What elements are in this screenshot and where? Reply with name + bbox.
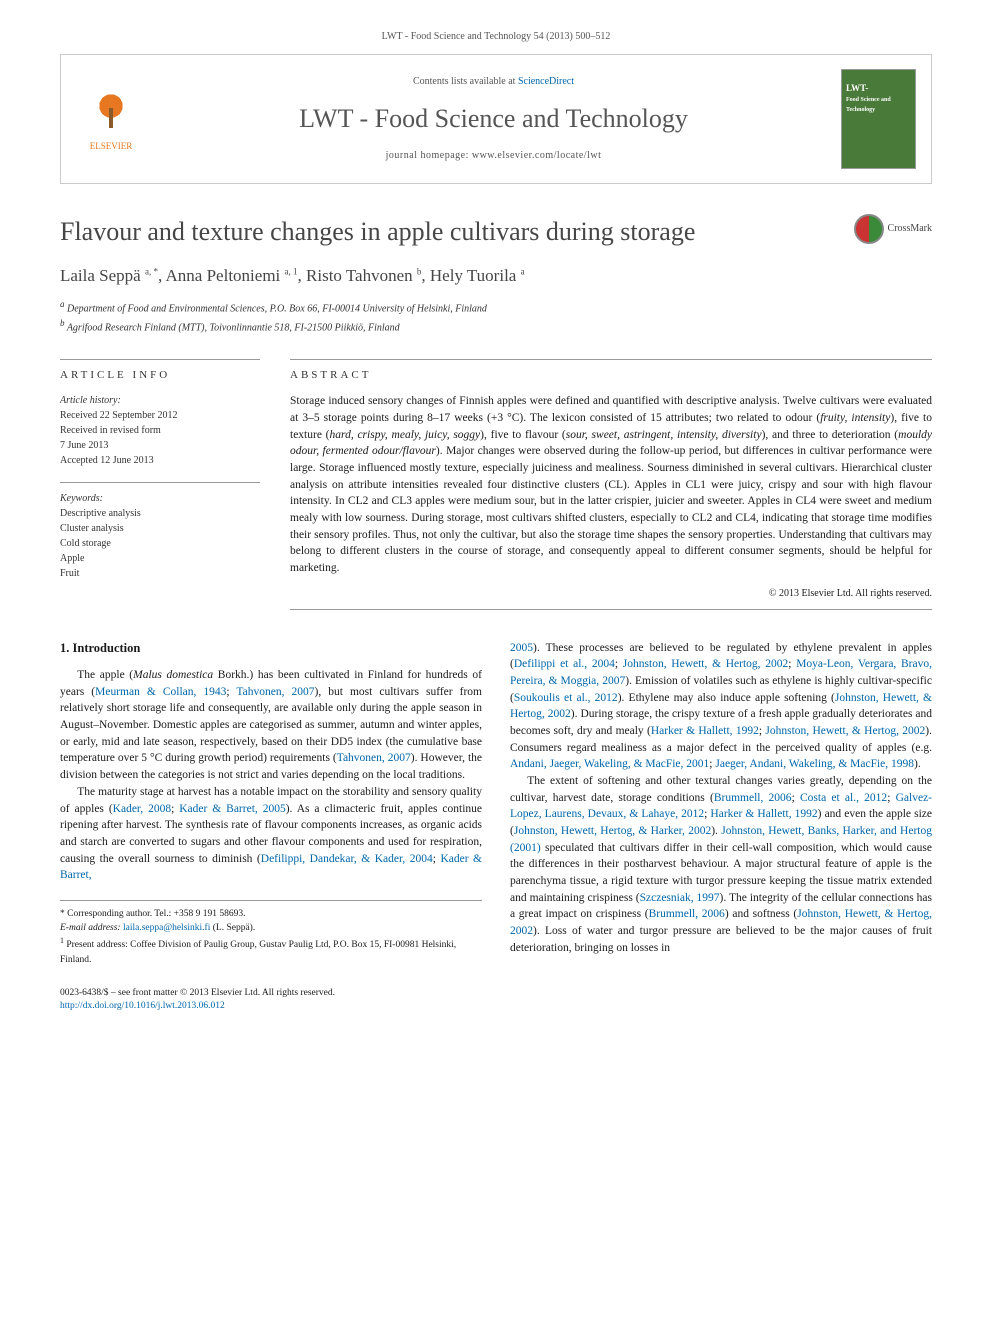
journal-name: LWT - Food Science and Technology <box>146 101 841 137</box>
publisher-name: ELSEVIER <box>76 140 146 153</box>
keyword: Cluster analysis <box>60 521 260 536</box>
history-line: Accepted 12 June 2013 <box>60 453 260 468</box>
keywords-block: Keywords: Descriptive analysis Cluster a… <box>60 491 260 581</box>
footer-left: 0023-6438/$ – see front matter © 2013 El… <box>60 987 335 1014</box>
contents-prefix: Contents lists available at <box>413 76 518 87</box>
paragraph: The apple (Malus domestica Borkh.) has b… <box>60 667 482 784</box>
section-title: Introduction <box>73 641 141 655</box>
article-history: Article history: Received 22 September 2… <box>60 393 260 468</box>
history-label: Article history: <box>60 393 260 408</box>
homepage-url[interactable]: www.elsevier.com/locate/lwt <box>472 150 601 161</box>
paragraph: 2005). These processes are believed to b… <box>510 640 932 773</box>
footnotes: * Corresponding author. Tel.: +358 9 191… <box>60 900 482 967</box>
history-line: Received 22 September 2012 <box>60 408 260 423</box>
abstract-text: Storage induced sensory changes of Finni… <box>290 393 932 576</box>
keyword: Descriptive analysis <box>60 506 260 521</box>
article-info-heading: ARTICLE INFO <box>60 359 260 383</box>
page-footer: 0023-6438/$ – see front matter © 2013 El… <box>60 987 932 1014</box>
article-title: Flavour and texture changes in apple cul… <box>60 214 839 250</box>
keyword: Apple <box>60 551 260 566</box>
keyword: Fruit <box>60 566 260 581</box>
present-address: 1 Present address: Coffee Division of Pa… <box>60 935 482 967</box>
journal-header: ELSEVIER Contents lists available at Sci… <box>60 54 932 184</box>
article-page: LWT - Food Science and Technology 54 (20… <box>0 0 992 1054</box>
info-abstract-row: ARTICLE INFO Article history: Received 2… <box>60 359 932 610</box>
email-suffix: (L. Seppä). <box>213 923 255 933</box>
email-line: E-mail address: laila.seppa@helsinki.fi … <box>60 921 482 935</box>
history-line: 7 June 2013 <box>60 438 260 453</box>
journal-cover-thumbnail[interactable]: LWT- Food Science and Technology <box>841 69 916 169</box>
article-info-column: ARTICLE INFO Article history: Received 2… <box>60 359 260 610</box>
affiliation-b: b Agrifood Research Finland (MTT), Toivo… <box>60 317 932 335</box>
homepage-prefix: journal homepage: <box>386 150 472 161</box>
body-text: The apple (Malus domestica Borkh.) has b… <box>60 667 482 884</box>
cover-title: LWT- Food Science and Technology <box>846 84 911 114</box>
abstract-column: ABSTRACT Storage induced sensory changes… <box>290 359 932 610</box>
right-column: 2005). These processes are believed to b… <box>510 640 932 967</box>
section-number: 1. <box>60 641 69 655</box>
paragraph: The maturity stage at harvest has a nota… <box>60 784 482 884</box>
corresponding-author: * Corresponding author. Tel.: +358 9 191… <box>60 907 482 921</box>
contents-line: Contents lists available at ScienceDirec… <box>146 75 841 89</box>
sciencedirect-link[interactable]: ScienceDirect <box>518 76 574 87</box>
abstract-copyright: © 2013 Elsevier Ltd. All rights reserved… <box>290 587 932 610</box>
body-text: 2005). These processes are believed to b… <box>510 640 932 957</box>
doi-link[interactable]: http://dx.doi.org/10.1016/j.lwt.2013.06.… <box>60 1001 225 1011</box>
running-head-citation: LWT - Food Science and Technology 54 (20… <box>60 30 932 44</box>
email-link[interactable]: laila.seppa@helsinki.fi <box>123 923 210 933</box>
section-heading: 1. Introduction <box>60 640 482 658</box>
elsevier-logo[interactable]: ELSEVIER <box>76 86 146 153</box>
authors-list: Laila Seppä a, *, Anna Peltoniemi a, 1, … <box>60 264 932 288</box>
crossmark-button[interactable]: CrossMark <box>854 214 932 244</box>
keywords-label: Keywords: <box>60 491 260 506</box>
history-line: Received in revised form <box>60 423 260 438</box>
email-label: E-mail address: <box>60 923 121 933</box>
elsevier-tree-icon <box>86 86 136 136</box>
keyword: Cold storage <box>60 536 260 551</box>
header-center: Contents lists available at ScienceDirec… <box>146 75 841 163</box>
affiliations: a Department of Food and Environmental S… <box>60 298 932 335</box>
crossmark-label: CrossMark <box>888 222 932 236</box>
crossmark-icon <box>854 214 884 244</box>
left-column: 1. Introduction The apple (Malus domesti… <box>60 640 482 967</box>
divider <box>60 482 260 483</box>
journal-homepage: journal homepage: www.elsevier.com/locat… <box>146 149 841 163</box>
paragraph: The extent of softening and other textur… <box>510 773 932 956</box>
title-row: Flavour and texture changes in apple cul… <box>60 214 932 264</box>
front-matter-line: 0023-6438/$ – see front matter © 2013 El… <box>60 987 335 1000</box>
body-columns: 1. Introduction The apple (Malus domesti… <box>60 640 932 967</box>
abstract-heading: ABSTRACT <box>290 359 932 383</box>
affiliation-a: a Department of Food and Environmental S… <box>60 298 932 316</box>
